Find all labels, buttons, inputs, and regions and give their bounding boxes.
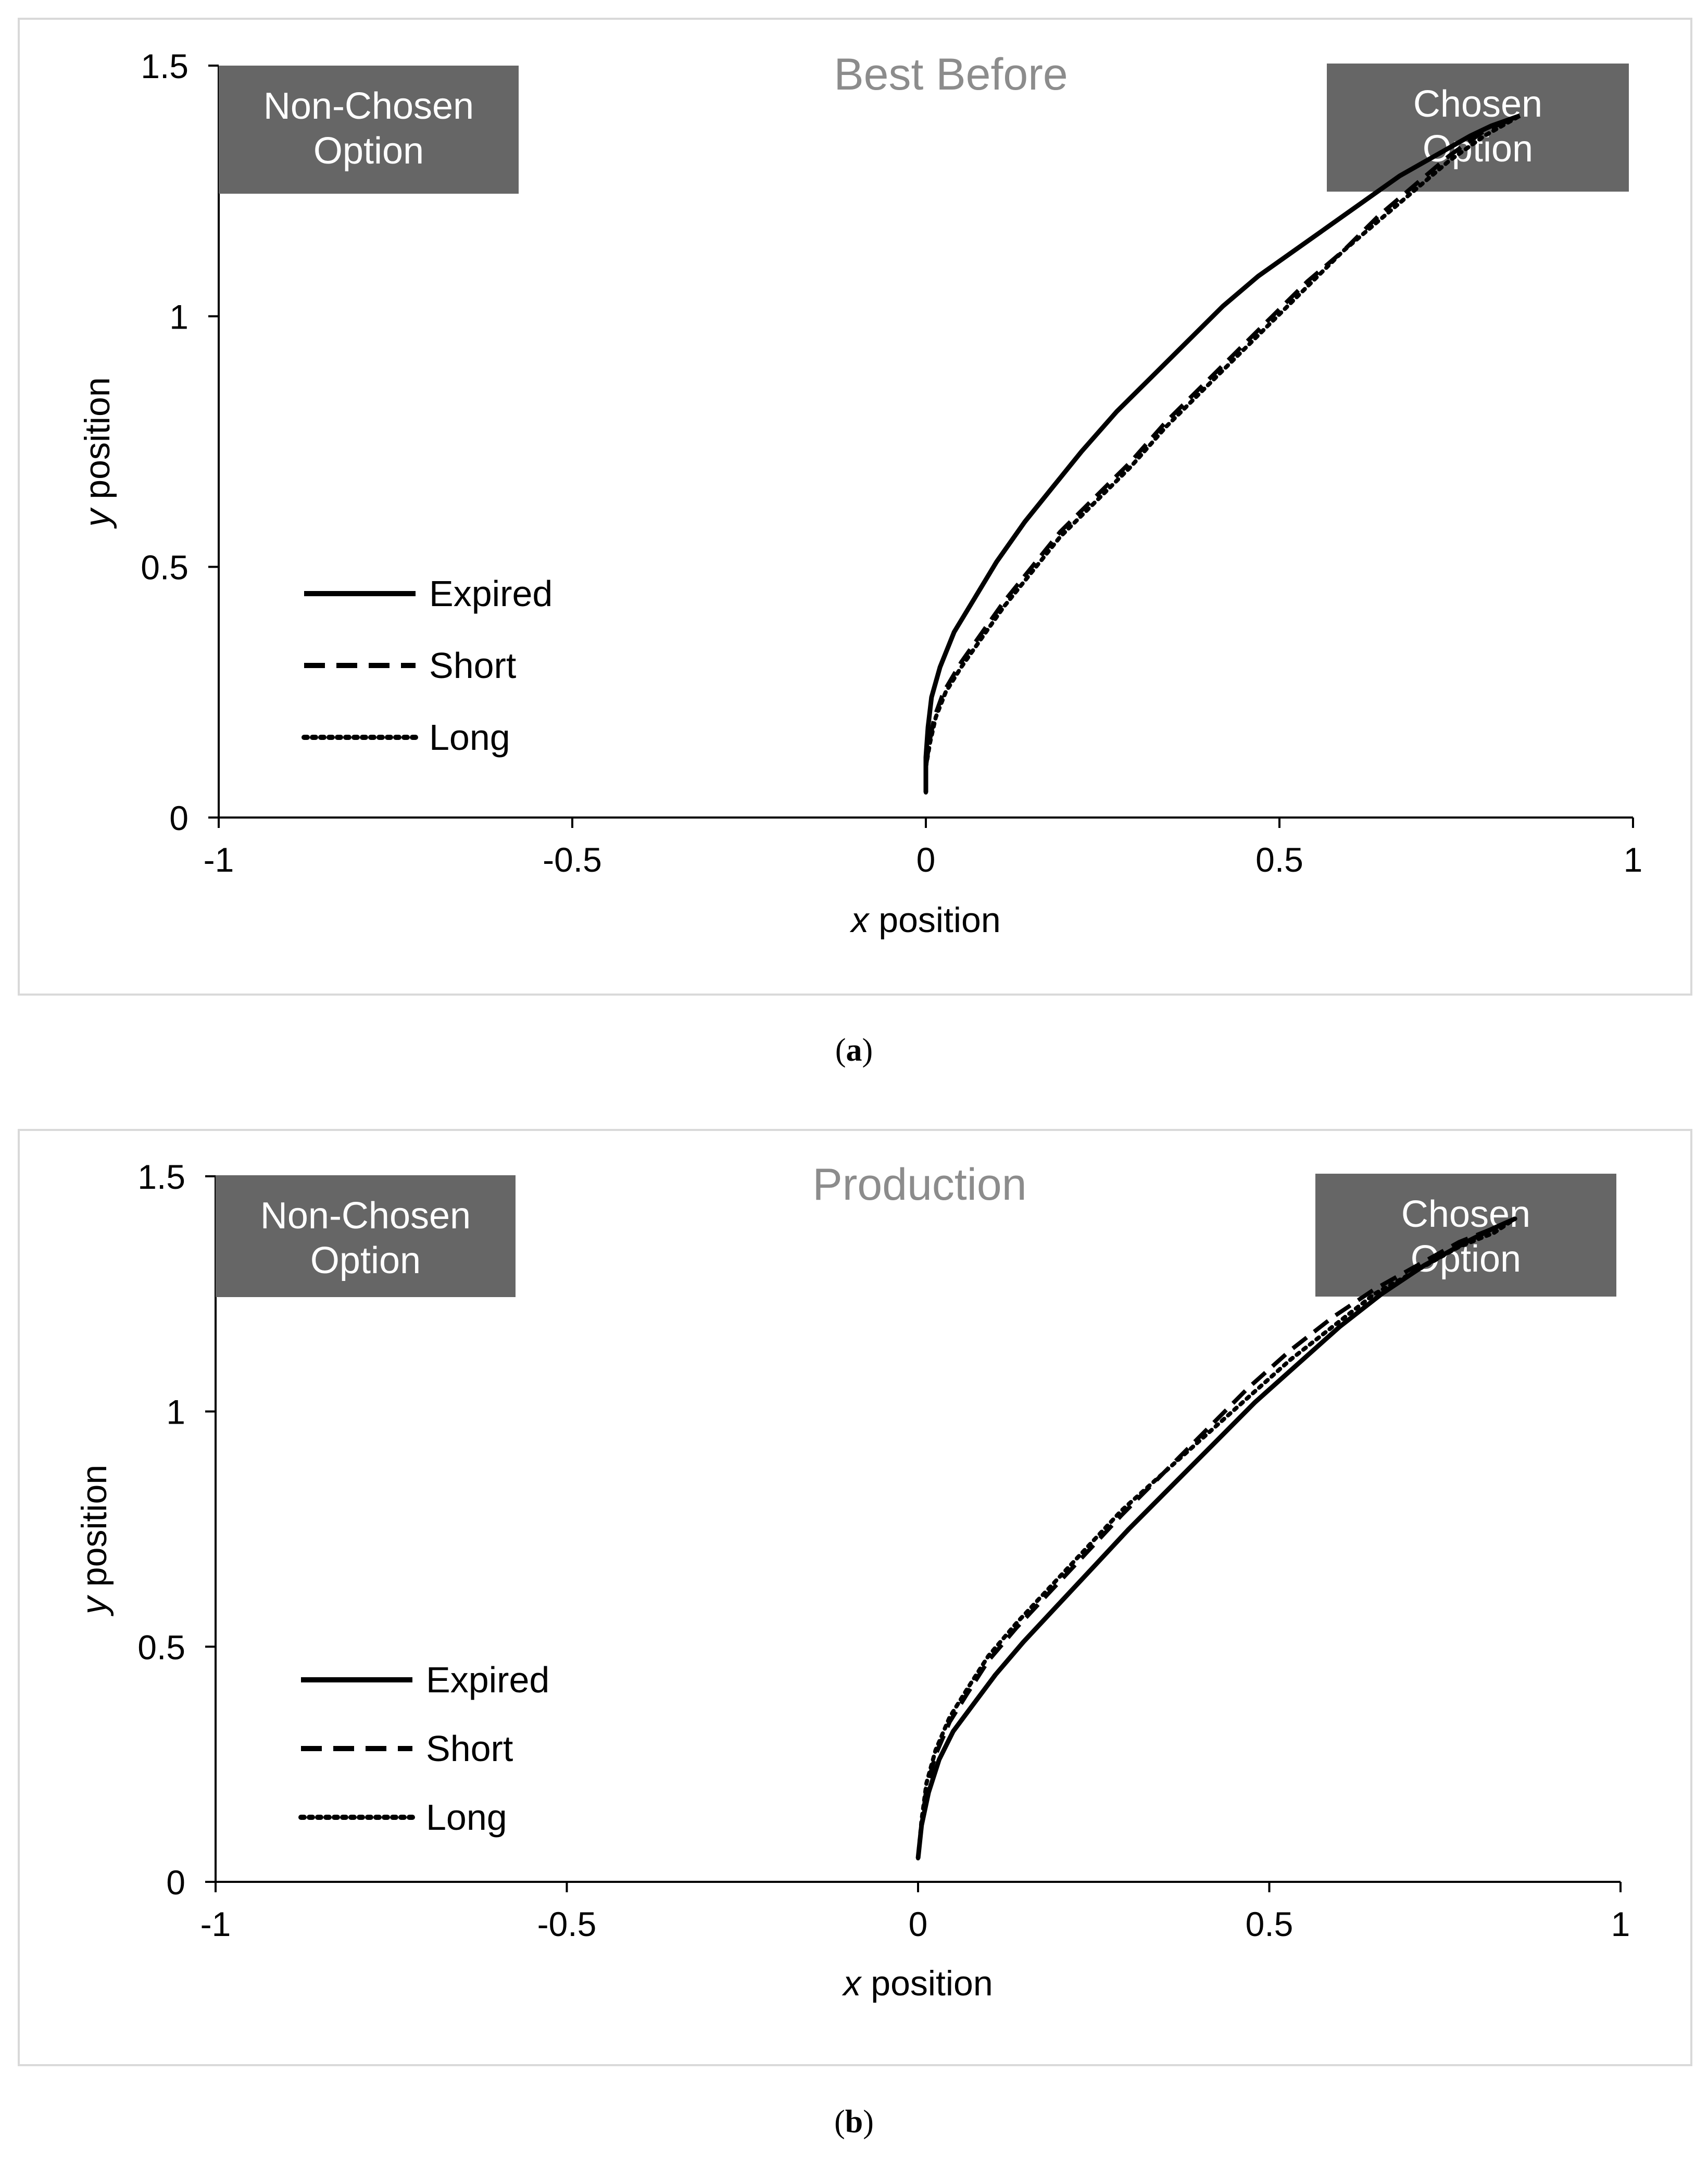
legend-label-long: Long: [429, 717, 510, 758]
y-axis-label: y position: [74, 1465, 114, 1616]
legend-label-expired: Expired: [429, 573, 552, 614]
series-line-long: [916, 1216, 1517, 1861]
x-axis-label: x position: [842, 1964, 993, 2003]
caption-b-letter: b: [845, 2104, 863, 2140]
chart-title: Production: [812, 1160, 1026, 1210]
chosen-option-box: [1315, 1174, 1616, 1297]
legend-label-short: Short: [426, 1728, 513, 1769]
series-line-expired: [923, 114, 1521, 793]
chosen-option-box: [1327, 64, 1629, 192]
chart-title: Best Before: [834, 49, 1068, 99]
x-tick-label: 1: [1624, 840, 1643, 879]
y-tick-label: 1: [169, 297, 189, 336]
x-tick-label: -1: [204, 840, 234, 879]
x-tick-label: -0.5: [537, 1905, 597, 1943]
x-tick-label: 1: [1611, 1905, 1630, 1943]
legend-label-expired: Expired: [426, 1660, 549, 1700]
non-chosen-option-box: [216, 1175, 516, 1297]
x-tick-label: 0: [909, 1905, 928, 1943]
chosen-option-label: Chosen: [1401, 1193, 1530, 1235]
y-tick-label: 0.5: [141, 548, 189, 587]
series-line-short: [924, 114, 1521, 793]
y-tick-label: 1.5: [137, 1158, 185, 1196]
caption-b: (b): [834, 2104, 874, 2140]
non-chosen-option-label: Option: [310, 1240, 421, 1281]
legend-label-short: Short: [429, 645, 516, 686]
chosen-option-label: Chosen: [1413, 83, 1542, 125]
x-axis-label: x position: [849, 900, 1000, 940]
y-tick-label: 1: [166, 1393, 185, 1431]
x-tick-label: 0.5: [1255, 840, 1303, 879]
x-tick-label: 0: [916, 840, 936, 879]
caption-a-letter: a: [846, 1033, 862, 1068]
series-line-long: [924, 114, 1522, 795]
caption-a: (a): [835, 1033, 873, 1068]
y-tick-label: 0: [166, 1863, 185, 1902]
non-chosen-option-label: Option: [313, 130, 424, 172]
non-chosen-option-label: Non-Chosen: [260, 1195, 471, 1237]
y-tick-label: 1.5: [141, 47, 189, 85]
non-chosen-option-label: Non-Chosen: [263, 85, 474, 127]
y-axis-label: y position: [78, 377, 117, 529]
non-chosen-option-box: [219, 66, 519, 194]
y-tick-label: 0.5: [137, 1628, 185, 1666]
chart-production: -1 -0.5 0 0.5 1 0 0.5 1 1.5 x position y position P…: [74, 1158, 1630, 2003]
legend-label-long: Long: [426, 1797, 507, 1838]
series-line-expired: [915, 1216, 1516, 1859]
x-tick-label: 0.5: [1246, 1905, 1293, 1943]
series-line-short: [916, 1216, 1516, 1859]
chart-best-before: -1 -0.5 0 0.5 1 0 0.5 1 1.5 x position y position B…: [78, 47, 1643, 940]
x-tick-label: -1: [200, 1905, 231, 1943]
x-tick-label: -0.5: [543, 840, 602, 879]
y-tick-label: 0: [169, 799, 189, 837]
